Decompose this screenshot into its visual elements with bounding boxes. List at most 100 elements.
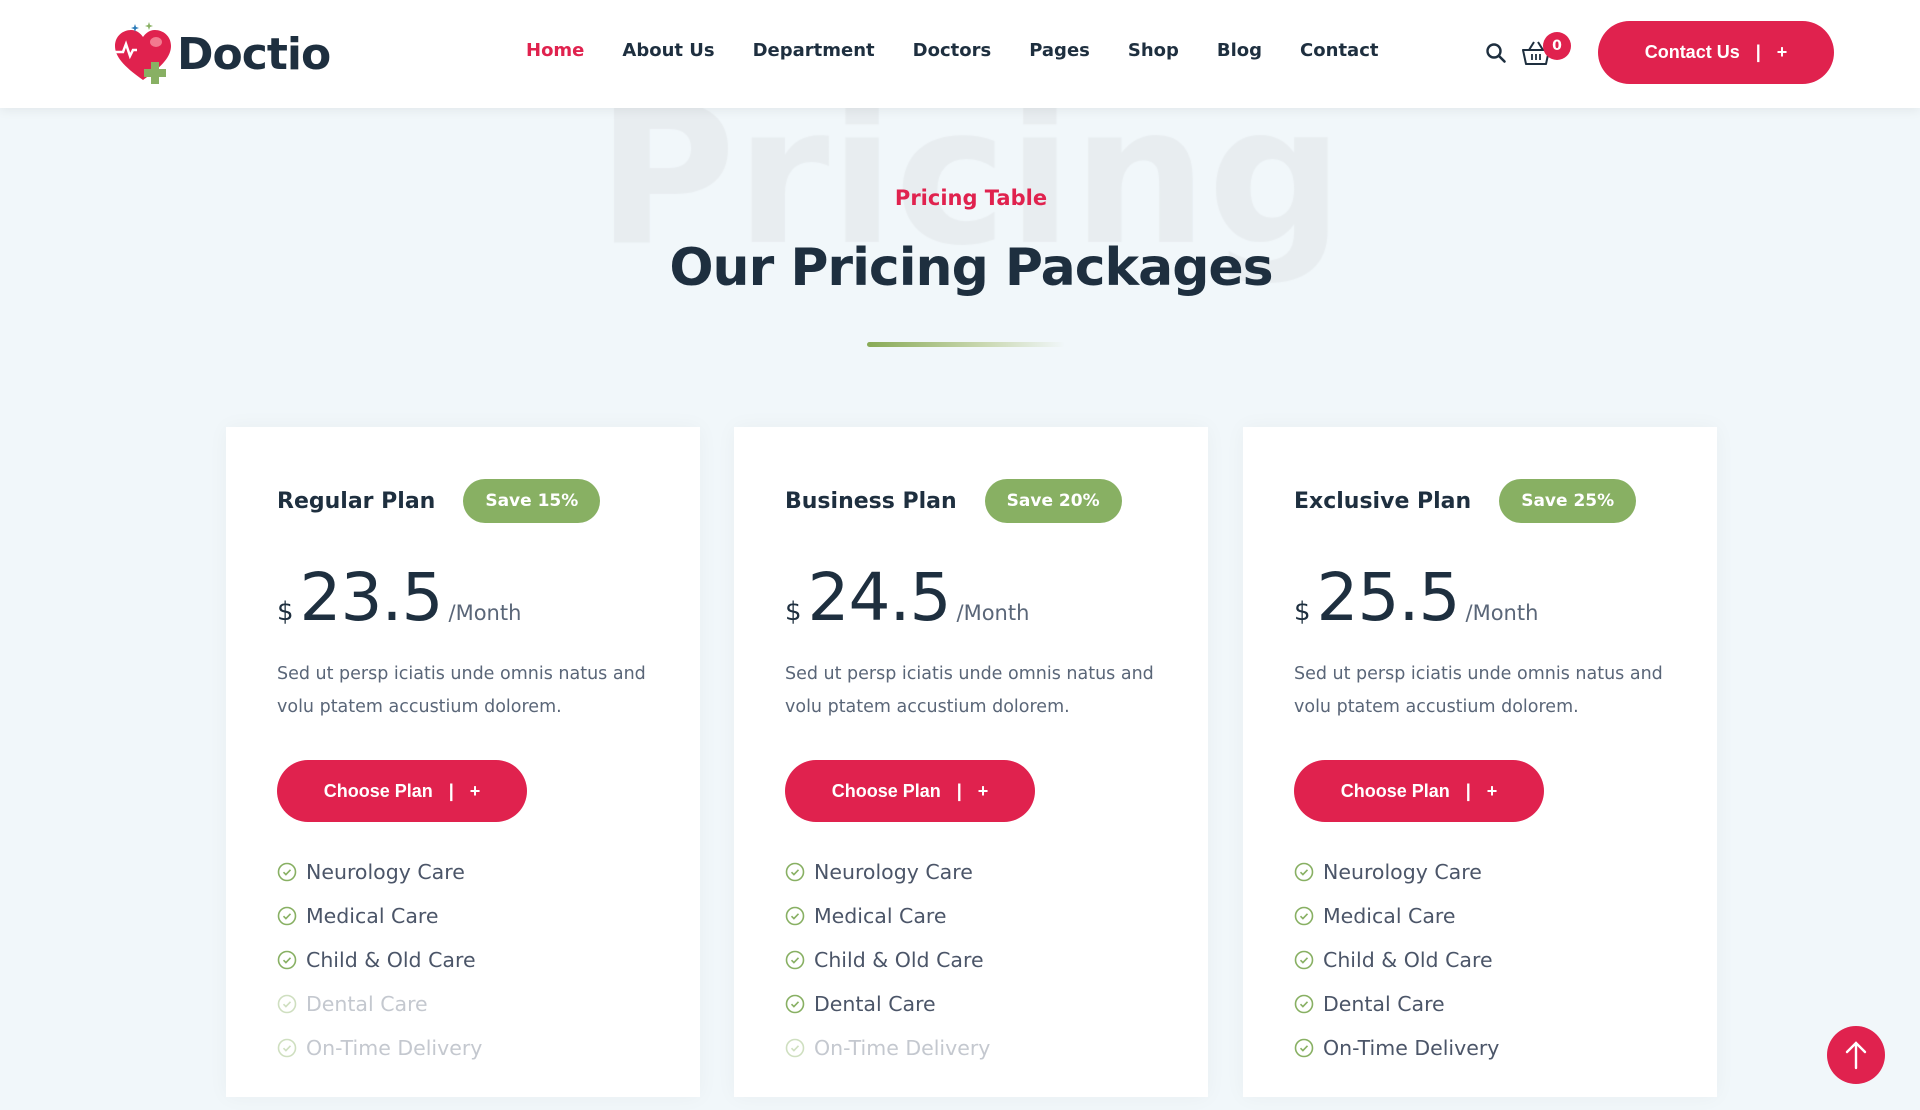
feature-item: On-Time Delivery xyxy=(1294,1026,1717,1070)
feature-label: Neurology Care xyxy=(1323,860,1482,884)
currency: $ xyxy=(1294,597,1311,627)
arrow-up-icon xyxy=(1845,1041,1867,1070)
nav-about-us[interactable]: About Us xyxy=(622,40,715,61)
separator: | xyxy=(1465,780,1471,801)
nav-contact[interactable]: Contact xyxy=(1300,40,1379,61)
contact-us-button[interactable]: Contact Us | + xyxy=(1598,21,1834,84)
feature-label: Dental Care xyxy=(814,992,936,1016)
plan-name: Business Plan xyxy=(785,488,957,514)
price-period: /Month xyxy=(448,601,522,625)
nav-shop[interactable]: Shop xyxy=(1127,40,1179,61)
logo[interactable]: Doctio xyxy=(113,22,331,86)
feature-list: Neurology Care Medical Care Child & Old Ca… xyxy=(785,850,1208,1070)
price-period: /Month xyxy=(1465,601,1539,625)
logo-text: Doctio xyxy=(177,28,331,80)
feature-label: Dental Care xyxy=(306,992,428,1016)
check-circle-icon xyxy=(785,906,805,926)
site-header: Doctio Home About Us Department Doctors … xyxy=(0,0,1920,108)
choose-plan-label: Choose Plan xyxy=(323,780,433,801)
check-circle-icon xyxy=(277,862,297,882)
plus-icon: + xyxy=(977,780,989,801)
check-circle-icon xyxy=(785,950,805,970)
feature-label: Dental Care xyxy=(1323,992,1445,1016)
plan-name: Exclusive Plan xyxy=(1294,488,1472,514)
pricing-card: Regular Plan Save 15% $23.5/Month Sed ut … xyxy=(226,427,700,1097)
check-circle-icon xyxy=(277,906,297,926)
feature-label: Medical Care xyxy=(1323,904,1456,928)
check-circle-icon xyxy=(277,1038,297,1058)
choose-plan-label: Choose Plan xyxy=(831,780,941,801)
plus-icon: + xyxy=(1486,780,1498,801)
main-nav: Home About Us Department Doctors Pages S… xyxy=(526,40,1416,61)
feature-item: On-Time Delivery xyxy=(277,1026,700,1070)
feature-label: Neurology Care xyxy=(814,860,973,884)
plan-price: $24.5/Month xyxy=(785,559,1208,636)
cart-count-badge: 0 xyxy=(1543,32,1571,60)
feature-list: Neurology Care Medical Care Child & Old Ca… xyxy=(277,850,700,1070)
check-circle-icon xyxy=(785,1038,805,1058)
section-title: Our Pricing Packages xyxy=(669,238,1273,298)
save-badge: Save 20% xyxy=(984,479,1122,523)
price-amount: 24.5 xyxy=(807,559,952,636)
feature-item: Child & Old Care xyxy=(277,938,700,982)
feature-item: Neurology Care xyxy=(1294,850,1717,894)
price-period: /Month xyxy=(956,601,1030,625)
section-watermark xyxy=(540,88,1400,318)
check-circle-icon xyxy=(277,994,297,1014)
pricing-card: Business Plan Save 20% $24.5/Month Sed ut… xyxy=(734,427,1208,1097)
plan-description: Sed ut persp iciatis unde omnis natus an… xyxy=(277,664,646,717)
heart-logo-icon xyxy=(115,22,171,84)
choose-plan-button[interactable]: Choose Plan | + xyxy=(1294,760,1544,822)
feature-item: Neurology Care xyxy=(785,850,1208,894)
nav-blog[interactable]: Blog xyxy=(1216,40,1263,61)
scroll-to-top-button[interactable] xyxy=(1827,1026,1885,1084)
feature-label: Child & Old Care xyxy=(306,948,476,972)
feature-label: Medical Care xyxy=(814,904,947,928)
check-circle-icon xyxy=(1294,950,1314,970)
price-amount: 25.5 xyxy=(1316,559,1461,636)
nav-department[interactable]: Department xyxy=(752,40,875,61)
feature-item: Child & Old Care xyxy=(785,938,1208,982)
feature-label: On-Time Delivery xyxy=(306,1036,483,1060)
feature-label: Child & Old Care xyxy=(814,948,984,972)
title-underline xyxy=(867,342,1065,347)
section-subtitle: Pricing Table xyxy=(894,186,1048,210)
feature-item: Dental Care xyxy=(1294,982,1717,1026)
nav-home[interactable]: Home xyxy=(526,40,585,61)
plus-icon: + xyxy=(1776,42,1788,62)
feature-item: Medical Care xyxy=(1294,894,1717,938)
nav-doctors[interactable]: Doctors xyxy=(912,40,992,61)
separator: | xyxy=(1755,42,1761,62)
cart-icon[interactable] xyxy=(1521,40,1551,66)
choose-plan-button[interactable]: Choose Plan | + xyxy=(785,760,1035,822)
check-circle-icon xyxy=(785,994,805,1014)
search-icon[interactable] xyxy=(1485,42,1507,64)
currency: $ xyxy=(277,597,294,627)
feature-label: Child & Old Care xyxy=(1323,948,1493,972)
feature-label: On-Time Delivery xyxy=(814,1036,991,1060)
separator: | xyxy=(956,780,962,801)
contact-us-label: Contact Us xyxy=(1644,42,1740,62)
feature-label: Neurology Care xyxy=(306,860,465,884)
save-badge: Save 15% xyxy=(463,479,601,523)
feature-label: On-Time Delivery xyxy=(1323,1036,1500,1060)
feature-item: Dental Care xyxy=(277,982,700,1026)
feature-item: Neurology Care xyxy=(277,850,700,894)
plan-price: $25.5/Month xyxy=(1294,559,1717,636)
price-amount: 23.5 xyxy=(299,559,444,636)
check-circle-icon xyxy=(1294,994,1314,1014)
choose-plan-label: Choose Plan xyxy=(1340,780,1450,801)
plus-icon: + xyxy=(469,780,481,801)
save-badge: Save 25% xyxy=(1499,479,1637,523)
feature-list: Neurology Care Medical Care Child & Old Ca… xyxy=(1294,850,1717,1070)
feature-item: Dental Care xyxy=(785,982,1208,1026)
feature-item: On-Time Delivery xyxy=(785,1026,1208,1070)
choose-plan-button[interactable]: Choose Plan | + xyxy=(277,760,527,822)
check-circle-icon xyxy=(277,950,297,970)
nav-pages[interactable]: Pages xyxy=(1029,40,1090,61)
separator: | xyxy=(448,780,454,801)
pricing-card: Exclusive Plan Save 25% $25.5/Month Sed u… xyxy=(1243,427,1717,1097)
currency: $ xyxy=(785,597,802,627)
feature-item: Child & Old Care xyxy=(1294,938,1717,982)
plan-name: Regular Plan xyxy=(277,488,436,514)
